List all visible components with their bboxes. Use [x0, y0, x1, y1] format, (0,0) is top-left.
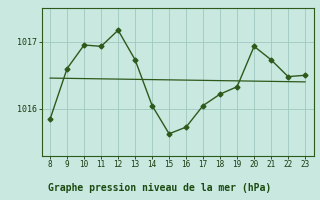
Text: Graphe pression niveau de la mer (hPa): Graphe pression niveau de la mer (hPa) — [48, 183, 272, 193]
